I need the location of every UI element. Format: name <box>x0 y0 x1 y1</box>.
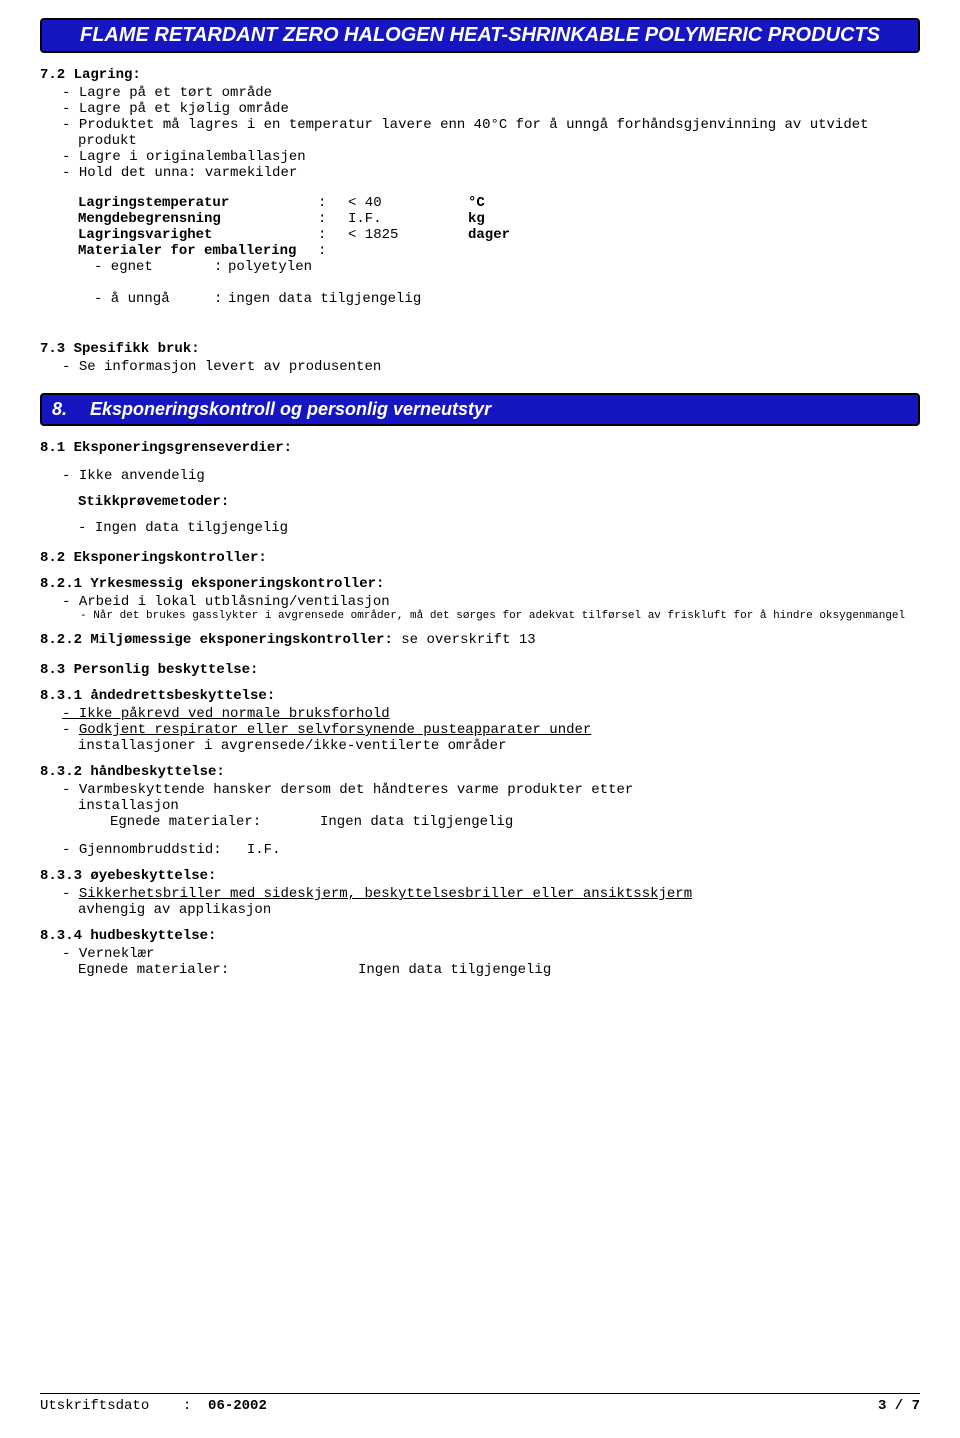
list-item: - Arbeid i lokal utblåsning/ventilasjon <box>40 594 920 610</box>
list-item-text: Lagre på et kjølig område <box>79 101 289 117</box>
param-label: Lagringstemperatur <box>78 195 318 211</box>
list-item-text: Varmbeskyttende hansker dersom det håndt… <box>79 782 634 798</box>
list-item-text: Ingen data tilgjengelig <box>95 520 288 536</box>
unnga-value: ingen data tilgjengelig <box>228 291 421 307</box>
heading-8-3-1: 8.3.1 åndedrettsbeskyttelse: <box>40 688 920 704</box>
list-item-text: Se informasjon levert av produsenten <box>79 359 381 375</box>
stikk-heading: Stikkprøvemetoder: <box>40 494 920 510</box>
materials-label: Materialer for emballering <box>78 243 318 259</box>
heading-8-2-2-bold: 8.2.2 Miljømessige eksponeringskontrolle… <box>40 632 393 648</box>
page-footer: Utskriftsdato : 06-2002 3 / 7 <box>40 1393 920 1414</box>
section-8-bar: 8. Eksponeringskontroll og personlig ver… <box>40 393 920 426</box>
list-item-text: Ikke påkrevd ved normale bruksforhold <box>79 706 390 722</box>
list-item: - Lagre i originalemballasjen <box>40 149 920 165</box>
list-item: - Sikkerhetsbriller med sideskjerm, besk… <box>40 886 920 902</box>
material-row: Egnede materialer: Ingen data tilgjengel… <box>40 814 920 830</box>
breakthrough-label: Gjennombruddstid: <box>79 842 222 858</box>
heading-8-2-2-rest: se overskrift 13 <box>393 632 536 648</box>
list-item: - Godkjent respirator eller selvforsynen… <box>40 722 920 738</box>
list-item-cont: installasjoner i avgrensede/ikke-ventile… <box>40 738 920 754</box>
list-item: - Ikke anvendelig <box>40 468 920 484</box>
list-item: - Produktet må lagres i en temperatur la… <box>40 117 920 149</box>
section-number: 8. <box>52 399 72 420</box>
materials-row: Materialer for emballering : <box>40 243 920 259</box>
list-item-cont: avhengig av applikasjon <box>40 902 920 918</box>
unnga-label: - å unngå <box>94 291 214 307</box>
param-value: I.F. <box>348 211 468 227</box>
param-label: Mengdebegrensning <box>78 211 318 227</box>
list-item: - Lagre på et tørt område <box>40 85 920 101</box>
heading-7-3: 7.3 Spesifikk bruk: <box>40 341 920 357</box>
materials-colon: : <box>318 243 348 259</box>
egnet-value: polyetylen <box>228 259 312 275</box>
param-row: Lagringsvarighet : < 1825 dager <box>40 227 920 243</box>
heading-7-2: 7.2 Lagring: <box>40 67 920 83</box>
document-header: FLAME RETARDANT ZERO HALOGEN HEAT-SHRINK… <box>40 18 920 53</box>
small-note: - Når det brukes gasslykter i avgrensede… <box>40 610 920 622</box>
heading-8-3: 8.3 Personlig beskyttelse: <box>40 662 920 678</box>
param-colon: : <box>318 227 348 243</box>
list-item-text: Arbeid i lokal utblåsning/ventilasjon <box>79 594 390 610</box>
footer-page: 3 / 7 <box>878 1398 920 1414</box>
list-item-text: Ikke anvendelig <box>79 468 205 484</box>
material-suit: - egnet : polyetylen <box>40 259 920 275</box>
heading-8-3-3: 8.3.3 øyebeskyttelse: <box>40 868 920 884</box>
param-row: Lagringstemperatur : < 40 °C <box>40 195 920 211</box>
heading-8-3-2: 8.3.2 håndbeskyttelse: <box>40 764 920 780</box>
footer-date-label: Utskriftsdato <box>40 1398 149 1414</box>
list-item-text: Lagre i originalemballasjen <box>79 149 306 165</box>
unnga-colon: : <box>214 291 228 307</box>
list-item-text: Produktet må lagres i en temperatur lave… <box>78 117 869 149</box>
param-unit: °C <box>468 195 548 211</box>
material-label: Egnede materialer: <box>110 814 320 830</box>
list-item: - Se informasjon levert av produsenten <box>40 359 920 375</box>
param-colon: : <box>318 211 348 227</box>
heading-8-3-4: 8.3.4 hudbeskyttelse: <box>40 928 920 944</box>
egnet-colon: : <box>214 259 228 275</box>
list-item-cont: installasjon <box>40 798 920 814</box>
param-row: Mengdebegrensning : I.F. kg <box>40 211 920 227</box>
param-value: < 1825 <box>348 227 468 243</box>
list-item-text: Sikkerhetsbriller med sideskjerm, beskyt… <box>79 886 692 902</box>
small-note-text: Når det brukes gasslykter i avgrensede o… <box>93 610 905 622</box>
list-item: - Ikke påkrevd ved normale bruksforhold <box>40 706 920 722</box>
material-row: Egnede materialer: Ingen data tilgjengel… <box>40 962 920 978</box>
footer-left: Utskriftsdato : 06-2002 <box>40 1398 267 1414</box>
breakthrough-value: I.F. <box>247 842 281 858</box>
param-unit: dager <box>468 227 548 243</box>
list-item: - Verneklær <box>40 946 920 962</box>
list-item-text: Lagre på et tørt område <box>79 85 272 101</box>
material-label: Egnede materialer: <box>78 962 358 978</box>
heading-8-2-1: 8.2.1 Yrkesmessig eksponeringskontroller… <box>40 576 920 592</box>
heading-8-1: 8.1 Eksponeringsgrenseverdier: <box>40 440 920 456</box>
param-value: < 40 <box>348 195 468 211</box>
list-item-text: Verneklær <box>79 946 155 962</box>
list-item: - Ingen data tilgjengelig <box>40 520 920 536</box>
footer-colon: : <box>183 1398 191 1414</box>
egnet-label: - egnet <box>94 259 214 275</box>
param-label: Lagringsvarighet <box>78 227 318 243</box>
material-value: Ingen data tilgjengelig <box>358 962 551 978</box>
param-colon: : <box>318 195 348 211</box>
heading-8-2-2: 8.2.2 Miljømessige eksponeringskontrolle… <box>40 632 920 648</box>
heading-8-2: 8.2 Eksponeringskontroller: <box>40 550 920 566</box>
list-item: - Lagre på et kjølig område <box>40 101 920 117</box>
list-item: - Varmbeskyttende hansker dersom det hån… <box>40 782 920 798</box>
list-item: - Gjennombruddstid: I.F. <box>40 842 920 858</box>
footer-date: 06-2002 <box>208 1398 267 1414</box>
list-item-text: Godkjent respirator eller selvforsynende… <box>79 722 591 738</box>
material-avoid: - å unngå : ingen data tilgjengelig <box>40 291 920 307</box>
material-value: Ingen data tilgjengelig <box>320 814 513 830</box>
list-item: - Hold det unna: varmekilder <box>40 165 920 181</box>
list-item-text: Hold det unna: varmekilder <box>79 165 297 181</box>
param-unit: kg <box>468 211 548 227</box>
section-title: Eksponeringskontroll og personlig verneu… <box>90 399 491 420</box>
